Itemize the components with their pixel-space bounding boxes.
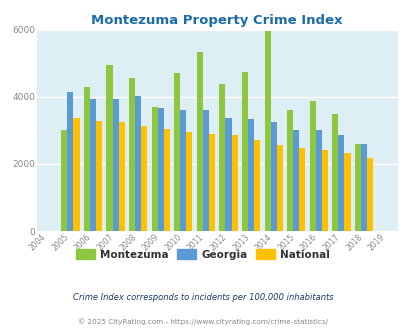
Bar [247,119,254,231]
Bar [112,99,118,231]
Bar [61,130,67,231]
Bar [163,129,169,231]
Bar [196,51,202,231]
Bar [225,117,231,231]
Text: © 2025 CityRating.com - https://www.cityrating.com/crime-statistics/: © 2025 CityRating.com - https://www.city… [78,318,327,325]
Bar [337,135,343,231]
Bar [118,122,124,231]
Bar [135,96,141,231]
Bar [241,72,247,231]
Text: Crime Index corresponds to incidents per 100,000 inhabitants: Crime Index corresponds to incidents per… [72,292,333,302]
Bar [141,126,147,231]
Bar [331,114,337,231]
Bar [209,134,215,231]
Title: Montezuma Property Crime Index: Montezuma Property Crime Index [91,14,342,27]
Bar [309,101,315,231]
Bar [129,78,135,231]
Bar [84,87,90,231]
Bar [231,135,237,231]
Bar [202,110,209,231]
Bar [264,31,270,231]
Bar [315,130,321,231]
Bar [219,84,225,231]
Bar [321,150,327,231]
Bar [298,148,305,231]
Bar [157,108,163,231]
Bar [67,92,73,231]
Bar [270,122,276,231]
Bar [286,110,292,231]
Legend: Montezuma, Georgia, National: Montezuma, Georgia, National [72,245,333,264]
Bar [354,144,360,231]
Bar [180,110,186,231]
Bar [276,145,282,231]
Bar [151,107,157,231]
Bar [343,153,350,231]
Bar [366,158,372,231]
Bar [186,132,192,231]
Bar [106,65,112,231]
Bar [254,141,260,231]
Bar [73,117,79,231]
Bar [292,130,298,231]
Bar [90,99,96,231]
Bar [96,121,102,231]
Bar [174,73,180,231]
Bar [360,145,366,231]
